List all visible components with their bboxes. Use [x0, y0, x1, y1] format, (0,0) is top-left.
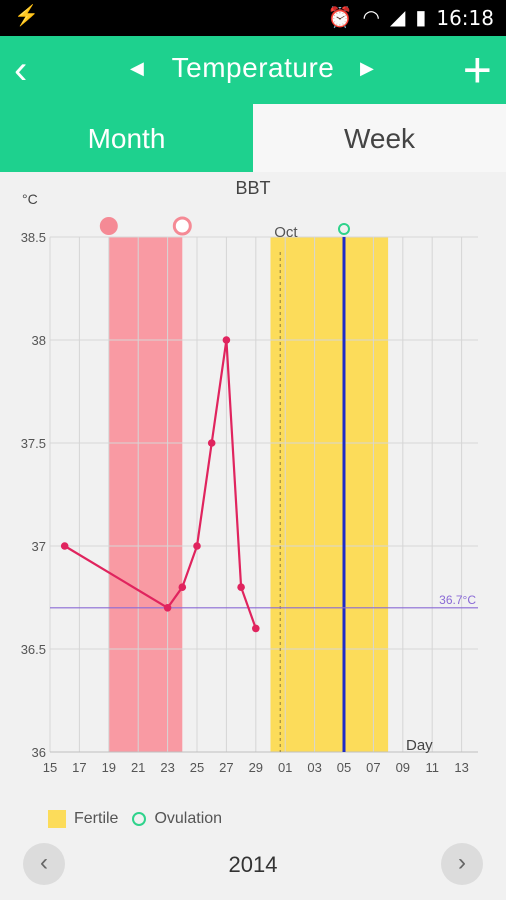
temperature-point	[178, 583, 187, 591]
tab-week[interactable]: Week	[253, 104, 506, 172]
legend-fertile-label: Fertile	[74, 810, 119, 827]
x-tick-label: 11	[425, 760, 439, 775]
x-tick-label: 05	[337, 760, 351, 775]
add-button[interactable]: +	[463, 42, 492, 98]
y-tick-label: 37.5	[21, 436, 46, 451]
month-label: Oct	[274, 224, 298, 241]
x-tick-label: 13	[454, 760, 468, 775]
bbt-chart: Oct 36.7°C 36 36.5 37 37.5 38 38.5 15 17 19 21 23 25 2…	[21, 178, 478, 775]
next-year-button[interactable]: ›	[441, 843, 483, 885]
y-tick-label: 37	[32, 539, 46, 554]
triangle-right-icon: ▶	[360, 58, 374, 78]
tab-month[interactable]: Month	[0, 104, 253, 172]
alarm-icon: ⏰	[327, 7, 353, 29]
temperature-line	[64, 339, 257, 629]
plus-icon: +	[462, 42, 492, 98]
period-start-marker	[99, 217, 118, 235]
chevron-left-icon: ‹	[14, 48, 28, 92]
wifi-icon: ◠	[362, 7, 380, 29]
chevron-right-icon: ›	[458, 849, 466, 876]
ovulation-icon	[132, 812, 147, 826]
coverline-label: 36.7°C	[439, 593, 476, 607]
x-tick-label: 03	[307, 760, 321, 775]
temperature-point	[207, 439, 216, 447]
temperature-point	[237, 583, 245, 591]
view-tabs: Month Week	[0, 104, 506, 172]
x-tick-label: 23	[160, 760, 174, 775]
x-tick-label: 29	[249, 760, 263, 775]
temperature-point	[60, 542, 69, 550]
signal-icon: ◢	[389, 7, 406, 29]
back-button[interactable]: ‹	[14, 46, 54, 94]
x-tick-label: 25	[190, 760, 204, 775]
x-tick-label: 07	[366, 760, 380, 775]
temperature-point	[163, 604, 172, 612]
temperature-point	[252, 624, 260, 633]
prev-metric-button[interactable]: ◀	[130, 58, 144, 79]
next-metric-button[interactable]: ▶	[360, 58, 374, 79]
x-tick-label: 17	[72, 760, 86, 775]
x-tick-label: 27	[219, 760, 233, 775]
temperature-point	[222, 336, 231, 344]
x-tick-label: 19	[102, 760, 116, 775]
app-bar: ‹ ◀ Temperature ▶ +	[0, 36, 506, 104]
battery-charging-icon: ▮	[415, 7, 427, 29]
x-tick-label: 01	[278, 760, 292, 775]
chart-title: BBT	[235, 178, 270, 198]
year-navigator: ‹ 2014 ›	[0, 838, 506, 894]
fertile-band	[270, 237, 389, 752]
temperature-point	[193, 542, 201, 550]
legend-ovulation-label: Ovulation	[154, 810, 223, 827]
status-time: 16:18	[436, 6, 494, 30]
triangle-left-icon: ◀	[130, 58, 144, 78]
usb-icon: ⚡	[14, 5, 39, 27]
status-bar: ⚡ ⏰ ◠ ◢ ▮ 16:18	[0, 0, 506, 36]
x-tick-label: 21	[131, 760, 145, 775]
page-title: Temperature	[171, 52, 335, 83]
chevron-left-icon: ‹	[40, 849, 48, 876]
x-tick-label: 15	[43, 760, 57, 775]
y-tick-label: 38.5	[21, 230, 46, 245]
prev-year-button[interactable]: ‹	[23, 843, 65, 885]
period-end-marker	[172, 216, 192, 236]
legend: Fertile Ovulation	[48, 810, 222, 828]
ovulation-marker	[338, 223, 350, 235]
year-label: 2014	[228, 852, 278, 877]
y-tick-label: 38	[32, 333, 46, 348]
y-axis-label: °C	[22, 191, 38, 207]
y-tick-label: 36	[32, 745, 46, 760]
y-tick-label: 36.5	[21, 642, 46, 657]
fertile-swatch	[48, 810, 66, 828]
x-axis-label: Day	[406, 737, 433, 754]
x-tick-label: 09	[396, 760, 410, 775]
period-band	[108, 237, 183, 752]
